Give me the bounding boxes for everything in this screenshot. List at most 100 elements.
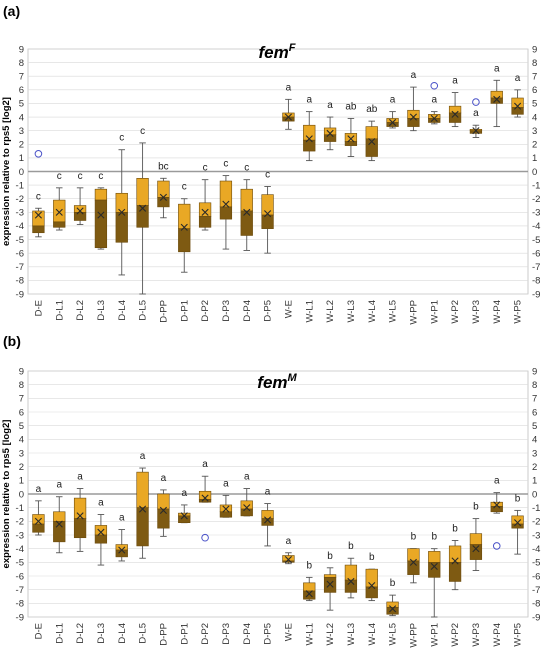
significance-letter: c — [140, 126, 145, 137]
significance-letter: c — [244, 163, 249, 174]
mean-marker — [159, 193, 168, 201]
y-tick-label-right: -4 — [532, 221, 540, 232]
box-lower-quartile — [448, 562, 462, 582]
significance-letter: a — [452, 76, 458, 87]
x-tick-label: D-L5 — [138, 300, 149, 321]
box-lower-quartile — [469, 544, 483, 560]
box-lower-quartile — [490, 505, 503, 513]
y-axis-label: expression relative to rps5 [log2] — [1, 97, 12, 246]
x-tick-label: D-P3 — [221, 300, 232, 322]
x-tick-label: W-P2 — [450, 623, 461, 647]
y-tick-label-left: 4 — [19, 435, 24, 446]
y-tick-label-left: -4 — [16, 221, 24, 232]
y-tick-label-left: -6 — [16, 571, 24, 582]
box-upper-quartile — [428, 551, 441, 563]
y-tick-label-right: 9 — [532, 44, 537, 55]
y-tick-label-left: -3 — [16, 208, 24, 219]
y-tick-label-left: 7 — [19, 394, 24, 405]
box-lower-quartile — [323, 134, 337, 142]
box-D-P2: c D-P2 — [198, 163, 212, 322]
box-lower-quartile — [115, 212, 128, 243]
box-upper-quartile — [240, 188, 253, 212]
box-lower-quartile — [94, 199, 108, 249]
y-tick-label-right: -3 — [532, 208, 540, 219]
significance-letter: a — [56, 480, 62, 491]
significance-letter: a — [494, 63, 500, 74]
box-W-L3: b W-L3 — [344, 541, 358, 646]
box-lower-quartile — [219, 206, 233, 220]
box-D-L2: c D-L2 — [73, 171, 87, 321]
x-tick-label: W-P1 — [429, 300, 440, 324]
box-upper-quartile — [32, 514, 45, 525]
mean-marker — [263, 210, 272, 218]
mean-marker — [34, 517, 43, 525]
significance-letter: a — [515, 73, 521, 84]
box-W-L4: ab W-L4 — [365, 104, 378, 323]
box-D-L1: a D-L1 — [53, 480, 66, 644]
y-tick-label-right: -7 — [532, 585, 540, 596]
y-tick-label-left: 5 — [19, 99, 24, 110]
box-lower-quartile — [261, 518, 274, 526]
box-D-P4: c D-P4 — [240, 163, 253, 322]
significance-letter: b — [327, 551, 333, 562]
outlier-point — [201, 533, 209, 542]
significance-letter: bc — [158, 161, 169, 172]
box-upper-quartile — [136, 178, 149, 206]
box-upper-quartile — [344, 564, 358, 581]
chart-panel-b: -9 -9 -8 -8 -7 -7 -6 -6 -5 -5 -4 -4 -3 -3 -2 -2 -1 -1 0 0 1 1… — [1, 333, 540, 648]
box-lower-quartile — [32, 523, 45, 533]
significance-letter: a — [140, 451, 146, 462]
gene-superscript: M — [288, 372, 298, 384]
significance-letter: c — [98, 171, 103, 182]
box-D-L5: c D-L5 — [136, 126, 149, 321]
mean-marker — [409, 558, 418, 566]
y-tick-label-right: -9 — [532, 612, 540, 623]
box-lower-quartile — [178, 228, 191, 253]
mean-marker — [368, 581, 376, 590]
significance-letter: ab — [345, 101, 357, 112]
y-tick-label-right: 2 — [532, 140, 537, 151]
box-W-P5: b W-P5 — [511, 493, 524, 647]
y-tick-label-right: -3 — [532, 530, 540, 541]
mean-marker — [284, 113, 293, 121]
box-D-P2: a D-P2 — [198, 459, 212, 645]
box-W-L4: b W-L4 — [365, 552, 378, 646]
y-tick-label-right: -9 — [532, 289, 540, 300]
mean-marker — [97, 528, 105, 536]
box-lower-quartile — [115, 549, 128, 558]
mean-marker — [263, 516, 272, 524]
significance-letter: b — [411, 532, 417, 543]
mean-marker — [472, 545, 480, 553]
gene-name: fem — [257, 373, 287, 392]
y-tick-label-right: -6 — [532, 248, 540, 259]
significance-letter: c — [36, 191, 41, 202]
box-upper-quartile — [198, 202, 212, 217]
y-tick-label-left: -7 — [16, 585, 24, 596]
significance-letter: b — [369, 552, 375, 563]
significance-letter: a — [390, 95, 396, 106]
mean-marker — [243, 504, 251, 512]
y-tick-label-left: 3 — [19, 448, 24, 459]
mean-marker — [201, 494, 209, 502]
y-tick-label-left: -2 — [16, 517, 24, 528]
outlier-point — [492, 542, 501, 550]
mean-marker — [513, 102, 522, 110]
y-tick-label-right: 8 — [532, 380, 537, 391]
box-lower-quartile — [303, 139, 316, 152]
y-tick-label-left: 1 — [19, 476, 24, 487]
y-tick-label-right: 6 — [532, 407, 537, 418]
significance-letter: ab — [366, 104, 378, 115]
box-lower-quartile — [261, 214, 274, 229]
box-W-L5: b W-L5 — [386, 578, 399, 646]
x-tick-label: W-L2 — [325, 300, 336, 323]
box-D-E: a D-E — [32, 484, 45, 639]
x-tick-label: D-L4 — [117, 300, 128, 321]
y-tick-label-right: 7 — [532, 72, 537, 83]
box-W-L1: b W-L1 — [303, 560, 316, 646]
y-tick-label-right: 5 — [532, 99, 537, 110]
y-tick-label-right: -2 — [532, 194, 540, 205]
significance-letter: a — [494, 476, 500, 487]
box-upper-quartile — [157, 493, 170, 510]
significance-letter: a — [265, 487, 271, 498]
